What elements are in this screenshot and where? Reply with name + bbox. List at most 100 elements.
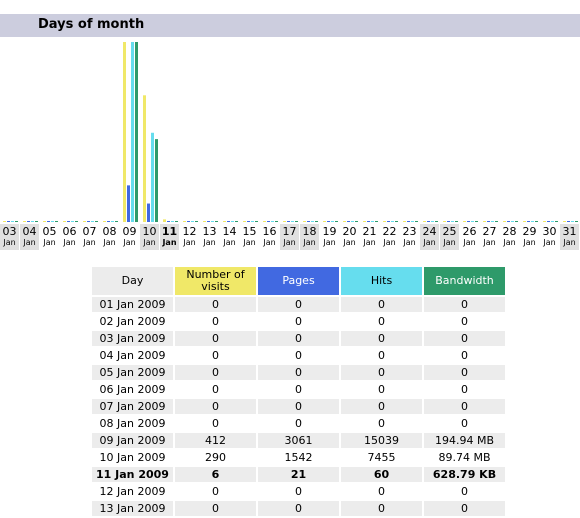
header-hits[interactable]: Hits [341, 267, 422, 297]
day-label: 13 Jan [200, 224, 219, 250]
day-month: Jan [343, 238, 356, 247]
day-label: 28 Jan [500, 224, 519, 250]
cell-bandwidth: 0 [424, 331, 505, 348]
bar-bandwidth [355, 221, 358, 222]
cell-bandwidth: 0 [424, 416, 505, 433]
cell-bandwidth: 0 [424, 297, 505, 314]
bar-hits [571, 221, 574, 222]
day-label: 31 Jan [560, 224, 579, 250]
cell-day: 11 Jan 2009 [92, 467, 173, 484]
bar-pages [187, 221, 190, 222]
bar-hits [11, 221, 14, 222]
table-row: 12 Jan 2009 0 0 0 0 [92, 484, 505, 501]
cell-pages: 0 [258, 501, 339, 518]
cell-day: 04 Jan 2009 [92, 348, 173, 365]
bar-visits [203, 221, 206, 222]
day-month: Jan [223, 238, 236, 247]
day-number: 17 [282, 225, 297, 238]
bar-hits [171, 221, 174, 222]
bar-pages [127, 185, 130, 222]
bar-bandwidth [535, 221, 538, 222]
bar-bandwidth [335, 221, 338, 222]
bar-hits [451, 221, 454, 222]
cell-visits: 290 [175, 450, 256, 467]
cell-pages: 0 [258, 314, 339, 331]
cell-pages: 0 [258, 297, 339, 314]
bar-pages [507, 221, 510, 222]
cell-hits: 0 [341, 501, 422, 518]
day-month: Jan [303, 238, 316, 247]
day-label: 12 Jan [180, 224, 199, 250]
day-label: 23 Jan [400, 224, 419, 250]
cell-pages: 21 [258, 467, 339, 484]
day-label: 20 Jan [340, 224, 359, 250]
cell-visits: 0 [175, 297, 256, 314]
bar-pages [527, 221, 530, 222]
bar-pages [567, 221, 570, 222]
header-pages[interactable]: Pages [258, 267, 339, 297]
cell-visits: 6 [175, 467, 256, 484]
cell-bandwidth: 89.74 MB [424, 450, 505, 467]
day-number: 16 [262, 225, 277, 238]
day-month: Jan [363, 238, 376, 247]
cell-visits: 0 [175, 331, 256, 348]
bar-hits [251, 221, 254, 222]
bar-hits [131, 42, 134, 222]
bar-pages [547, 221, 550, 222]
table-row: 07 Jan 2009 0 0 0 0 [92, 399, 505, 416]
bar-bandwidth [235, 221, 238, 222]
header-day[interactable]: Day [92, 267, 173, 297]
day-label: 30 Jan [540, 224, 559, 250]
day-label: 27 Jan [480, 224, 499, 250]
day-number: 08 [102, 225, 117, 238]
bar-pages [147, 203, 150, 222]
cell-day: 07 Jan 2009 [92, 399, 173, 416]
bar-bandwidth [315, 221, 318, 222]
cell-bandwidth: 628.79 KB [424, 467, 505, 484]
bar-visits [363, 221, 366, 222]
day-month: Jan [463, 238, 476, 247]
header-visits[interactable]: Number of visits [175, 267, 256, 297]
cell-hits: 60 [341, 467, 422, 484]
day-month: Jan [203, 238, 216, 247]
day-label: 09 Jan [120, 224, 139, 250]
day-label: 25 Jan [440, 224, 459, 250]
bar-visits [83, 221, 86, 222]
cell-pages: 0 [258, 331, 339, 348]
day-label: 22 Jan [380, 224, 399, 250]
day-number: 09 [122, 225, 137, 238]
day-label: 06 Jan [60, 224, 79, 250]
day-month: Jan [483, 238, 496, 247]
day-month: Jan [503, 238, 516, 247]
bar-bandwidth [155, 139, 158, 222]
cell-visits: 0 [175, 348, 256, 365]
bar-pages [67, 221, 70, 222]
bar-bandwidth [475, 221, 478, 222]
header-bandwidth[interactable]: Bandwidth [424, 267, 505, 297]
bar-visits [543, 221, 546, 222]
bar-pages [107, 221, 110, 222]
day-label: 14 Jan [220, 224, 239, 250]
bar-visits [223, 221, 226, 222]
day-number: 11 [161, 225, 178, 238]
day-month: Jan [263, 238, 276, 247]
bar-pages [327, 221, 330, 222]
day-month: Jan [43, 238, 56, 247]
day-label: 24 Jan [420, 224, 439, 250]
cell-day: 03 Jan 2009 [92, 331, 173, 348]
bar-bandwidth [215, 221, 218, 222]
day-number: 06 [62, 225, 77, 238]
bar-bandwidth [495, 221, 498, 222]
bar-bandwidth [75, 221, 78, 222]
bar-visits [23, 221, 26, 222]
bar-visits [263, 221, 266, 222]
bar-visits [103, 221, 106, 222]
bar-pages [487, 221, 490, 222]
cell-hits: 0 [341, 297, 422, 314]
cell-pages: 0 [258, 365, 339, 382]
day-number: 19 [322, 225, 337, 238]
cell-pages: 3061 [258, 433, 339, 450]
cell-hits: 15039 [341, 433, 422, 450]
bar-visits [343, 221, 346, 222]
bar-bandwidth [415, 221, 418, 222]
